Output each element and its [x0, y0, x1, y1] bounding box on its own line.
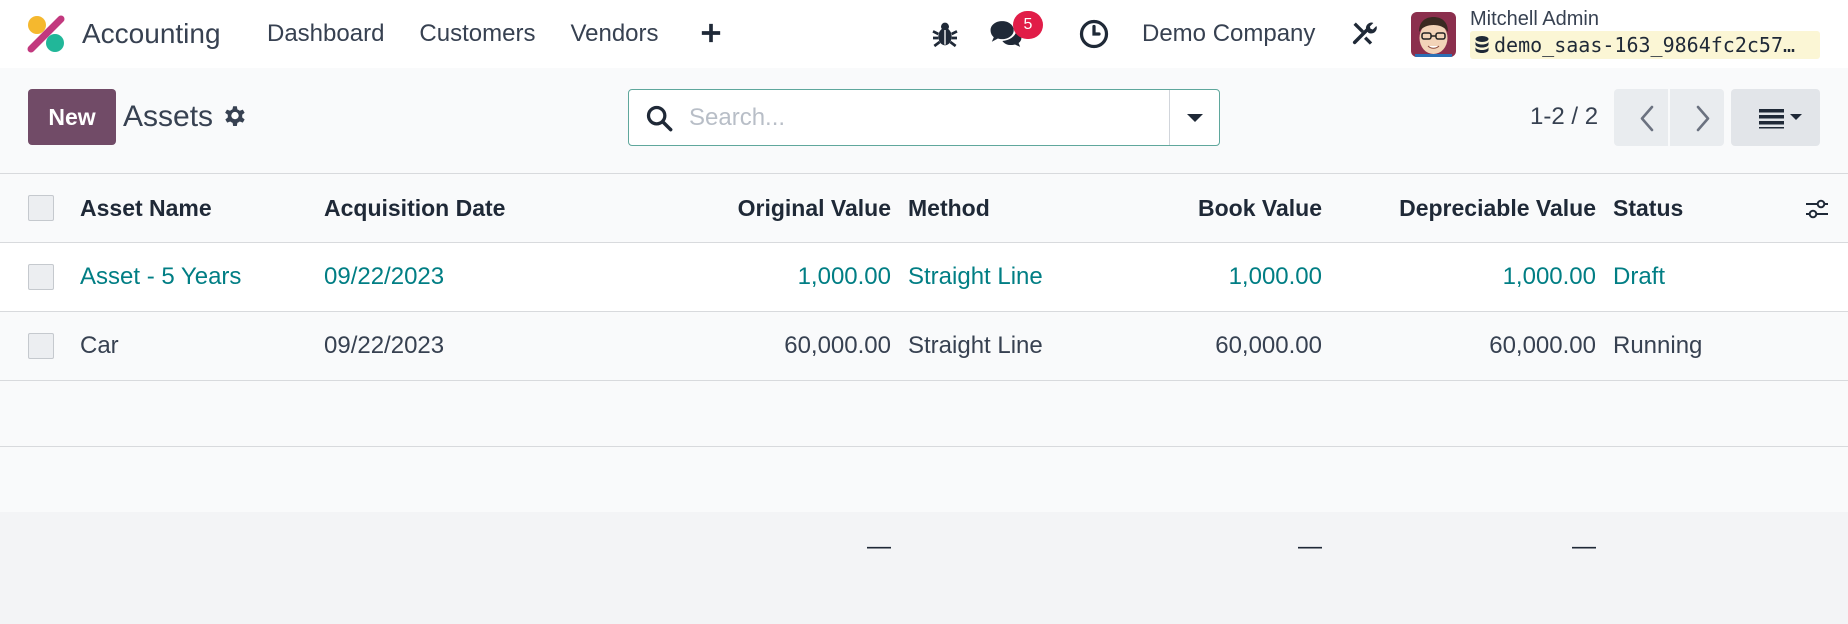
book-value-cell: 60,000.00 [1215, 332, 1322, 359]
new-button[interactable]: New [28, 89, 116, 145]
search-bar [628, 89, 1220, 146]
list-view-icon [1759, 109, 1802, 129]
column-header-book-value[interactable]: Book Value [1198, 195, 1322, 221]
method-cell: Straight Line [908, 263, 1043, 290]
accounting-app-icon[interactable] [26, 14, 66, 54]
chevron-right-icon [1696, 105, 1710, 132]
list-footer [0, 512, 1848, 624]
column-header-asset-name[interactable]: Asset Name [80, 195, 212, 221]
main-menu: Dashboard Customers Vendors [267, 18, 694, 50]
pager-previous-button[interactable] [1614, 89, 1668, 146]
table-row[interactable]: Asset - 5 Years 09/22/2023 1,000.00 Stra… [0, 243, 1848, 312]
database-tag: demo_saas-163_9864fc2c57… [1470, 31, 1820, 59]
chevron-left-icon [1640, 105, 1654, 132]
depreciable-value-cell: 60,000.00 [1489, 332, 1596, 359]
pager-value[interactable]: 1-2 / 2 [1530, 103, 1599, 130]
user-name[interactable]: Mitchell Admin [1470, 8, 1599, 30]
view-switcher[interactable] [1731, 89, 1820, 146]
clock-icon[interactable] [1079, 19, 1109, 49]
table-row[interactable]: Car 09/22/2023 60,000.00 Straight Line 6… [0, 312, 1848, 381]
tools-icon[interactable] [1350, 19, 1378, 47]
row-checkbox[interactable] [28, 264, 54, 290]
database-icon [1475, 36, 1489, 53]
status-cell: Running [1613, 332, 1703, 359]
book-value-cell: 1,000.00 [1228, 263, 1322, 290]
column-header-depreciable-value[interactable]: Depreciable Value [1399, 195, 1596, 221]
original-value-total: — [867, 533, 891, 560]
depreciable-value-total: — [1572, 533, 1596, 560]
empty-row [0, 447, 1848, 513]
acquisition-date-cell: 09/22/2023 [324, 332, 445, 359]
top-navbar: Accounting Dashboard Customers Vendors 5… [0, 0, 1848, 68]
caret-down-icon [1187, 114, 1203, 122]
empty-row [0, 381, 1848, 447]
optional-columns-icon[interactable] [1804, 196, 1830, 222]
bug-icon[interactable] [928, 18, 962, 50]
acquisition-date-cell: 09/22/2023 [324, 263, 445, 290]
original-value-cell: 1,000.00 [797, 263, 891, 290]
column-header-method[interactable]: Method [908, 195, 990, 221]
column-header-original-value[interactable]: Original Value [737, 195, 891, 221]
original-value-cell: 60,000.00 [784, 332, 891, 359]
menu-customers[interactable]: Customers [419, 20, 536, 47]
asset-name-cell: Car [80, 332, 119, 359]
menu-vendors[interactable]: Vendors [570, 20, 659, 47]
pager-next-button[interactable] [1670, 89, 1724, 146]
page-title: Assets [123, 100, 214, 133]
depreciable-value-cell: 1,000.00 [1502, 263, 1596, 290]
column-header-acquisition-date[interactable]: Acquisition Date [324, 195, 506, 221]
select-all-checkbox[interactable] [28, 195, 54, 221]
asset-name-cell: Asset - 5 Years [80, 263, 242, 290]
app-name[interactable]: Accounting [82, 18, 221, 49]
row-checkbox[interactable] [28, 333, 54, 359]
menu-dashboard[interactable]: Dashboard [267, 20, 385, 47]
method-cell: Straight Line [908, 332, 1043, 359]
search-icon [646, 105, 673, 132]
book-value-total: — [1298, 533, 1322, 560]
company-switcher[interactable]: Demo Company [1142, 20, 1316, 47]
status-cell: Draft [1613, 263, 1666, 290]
user-avatar[interactable] [1411, 12, 1456, 57]
database-name: demo_saas-163_9864fc2c57… [1494, 33, 1796, 57]
plus-icon[interactable] [700, 22, 722, 44]
search-options-toggle[interactable] [1169, 90, 1219, 145]
messages-badge: 5 [1013, 11, 1043, 39]
gear-icon[interactable] [222, 103, 248, 129]
column-header-status[interactable]: Status [1613, 195, 1684, 221]
avatar-image [1411, 12, 1456, 57]
search-input[interactable] [687, 98, 1187, 138]
list-header: Asset Name Acquisition Date Original Val… [0, 173, 1848, 243]
